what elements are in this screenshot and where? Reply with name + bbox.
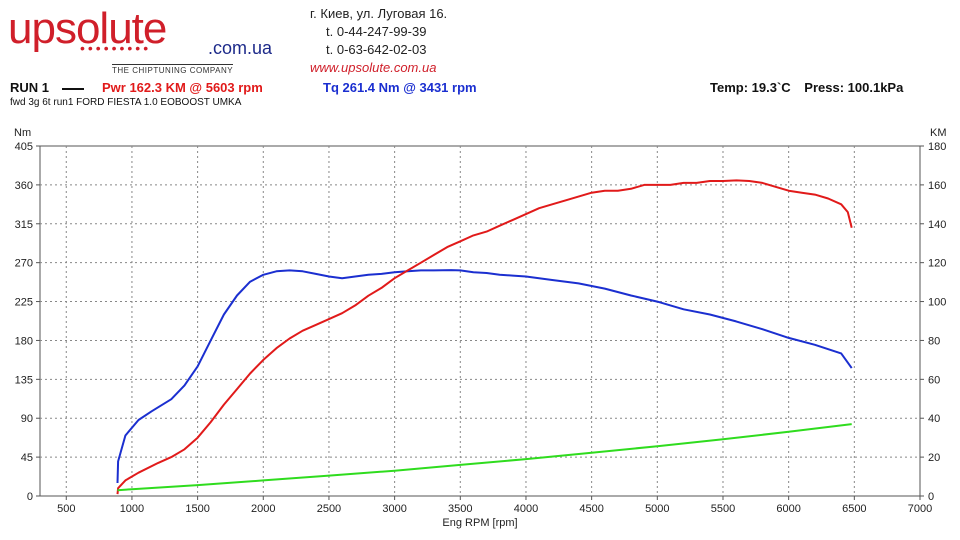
x-axis-label: Eng RPM [rpm] <box>442 517 517 529</box>
y-right-tick-label: 100 <box>928 297 946 309</box>
x-tick-label: 1000 <box>120 503 144 515</box>
x-tick-label: 6000 <box>776 503 800 515</box>
x-tick-label: 4000 <box>514 503 538 515</box>
logo: upsolute ••••••••• .com.ua THE CHIPTUNIN… <box>8 4 298 75</box>
contact-phone-2: t. 0-63-642-02-03 <box>326 42 427 57</box>
power-peak-readout: Pwr 162.3 KM @ 5603 rpm <box>102 80 263 95</box>
y-left-tick-label: 315 <box>15 219 33 231</box>
run-description: fwd 3g 6t run1 FORD FIESTA 1.0 EOBOOST U… <box>10 97 242 108</box>
y-right-tick-label: 40 <box>928 413 940 425</box>
x-tick-label: 4500 <box>579 503 603 515</box>
y-left-tick-label: 180 <box>15 335 33 347</box>
y-right-tick-label: 140 <box>928 219 946 231</box>
contact-address: г. Киев, ул. Луговая 16. <box>310 6 448 21</box>
y-left-tick-label: 405 <box>15 141 33 153</box>
torque-peak-readout: Tq 261.4 Nm @ 3431 rpm <box>323 80 477 95</box>
x-tick-label: 5000 <box>645 503 669 515</box>
pressure-readout: Press: 100.1kPa <box>804 80 904 95</box>
logo-tagline: THE CHIPTUNING COMPANY <box>112 64 234 75</box>
plot-frame <box>39 145 921 497</box>
logo-wordmark: upsolute <box>8 4 167 53</box>
y-right-tick-label: 180 <box>928 141 946 153</box>
y-right-tick-label: 60 <box>928 374 940 386</box>
y-left-tick-label: 135 <box>15 374 33 386</box>
y-left-tick-label: 360 <box>15 180 33 192</box>
series-line-loss <box>117 423 852 492</box>
y-left-tick-label: 45 <box>21 452 33 464</box>
y-right-tick-label: 120 <box>928 258 946 270</box>
y-right-tick-label: 80 <box>928 335 940 347</box>
y-right-axis-label: KM <box>930 127 947 139</box>
x-tick-label: 500 <box>57 503 75 515</box>
run-legend-line <box>62 88 84 90</box>
contact-website[interactable]: www.upsolute.com.ua <box>310 60 437 75</box>
conditions-readout: Temp: 19.3`C Press: 100.1kPa <box>710 80 913 95</box>
x-tick-label: 3000 <box>382 503 406 515</box>
series-line-pwr <box>116 179 853 495</box>
y-right-tick-label: 20 <box>928 452 940 464</box>
x-tick-label: 5500 <box>711 503 735 515</box>
y-left-tick-label: 270 <box>15 258 33 270</box>
y-left-axis-label: Nm <box>14 127 31 139</box>
y-right-tick-label: 0 <box>928 491 934 503</box>
y-left-tick-label: 0 <box>27 491 33 503</box>
y-left-tick-label: 90 <box>21 413 33 425</box>
x-tick-label: 2000 <box>251 503 275 515</box>
x-tick-label: 6500 <box>842 503 866 515</box>
logo-domain: .com.ua <box>208 38 273 58</box>
contact-phone-1: t. 0-44-247-99-39 <box>326 24 427 39</box>
y-left-tick-label: 225 <box>15 297 33 309</box>
logo-dots: ••••••••• <box>80 40 152 56</box>
temperature-readout: Temp: 19.3`C <box>710 80 791 95</box>
contact-block: г. Киев, ул. Луговая 16. t. 0-44-247-99-… <box>310 5 447 77</box>
x-tick-label: 1500 <box>185 503 209 515</box>
y-right-tick-label: 160 <box>928 180 946 192</box>
x-tick-label: 7000 <box>908 503 932 515</box>
x-tick-label: 3500 <box>448 503 472 515</box>
series-line-tq <box>116 269 853 484</box>
x-tick-label: 2500 <box>317 503 341 515</box>
run-label: RUN 1 <box>10 80 50 95</box>
